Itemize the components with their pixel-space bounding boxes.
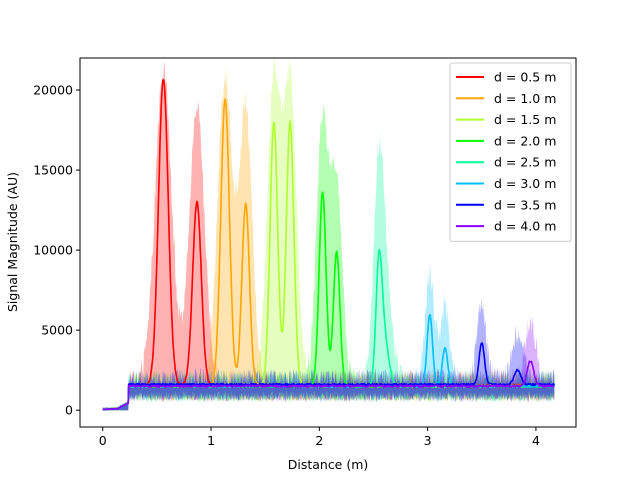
legend-entry: d = 2.0 m	[494, 133, 556, 148]
y-tick-label: 15000	[33, 163, 73, 178]
y-tick-label: 10000	[33, 243, 73, 258]
band-4	[102, 103, 555, 411]
x-tick-label: 1	[207, 433, 215, 448]
x-axis-ticks: 0 1 2 3 4	[99, 427, 540, 448]
band-7	[102, 297, 555, 411]
series-line-8	[102, 360, 555, 411]
x-axis-label: Distance (m)	[288, 457, 369, 472]
legend-entry: d = 0.5 m	[494, 70, 556, 85]
legend-entry: d = 3.0 m	[494, 176, 556, 191]
legend-frame	[449, 62, 572, 242]
y-axis-label: Signal Magnitude (AU)	[5, 172, 20, 312]
series-line-7	[102, 342, 556, 411]
series-lines	[102, 78, 556, 411]
band-1	[102, 63, 555, 411]
y-tick-label: 0	[65, 403, 73, 418]
legend-entry: d = 4.0 m	[494, 219, 556, 234]
legend-entry: d = 1.5 m	[494, 112, 556, 127]
legend-entry: d = 2.5 m	[494, 155, 556, 170]
band-2	[102, 65, 555, 411]
x-tick-label: 0	[99, 433, 107, 448]
y-tick-label: 5000	[41, 323, 73, 338]
plot-frame	[79, 57, 577, 428]
x-tick-label: 3	[424, 433, 432, 448]
y-axis-ticks: 0 5000 10000 15000 20000	[33, 83, 80, 418]
legend: d = 0.5 m d = 1.0 m d = 1.5 m d = 2.0 m d = …	[449, 62, 572, 242]
legend-entry: d = 1.0 m	[494, 91, 556, 106]
x-tick-label: 2	[315, 433, 323, 448]
legend-entry: d = 3.5 m	[494, 197, 556, 212]
y-tick-label: 20000	[33, 83, 73, 98]
x-tick-label: 4	[532, 433, 540, 448]
